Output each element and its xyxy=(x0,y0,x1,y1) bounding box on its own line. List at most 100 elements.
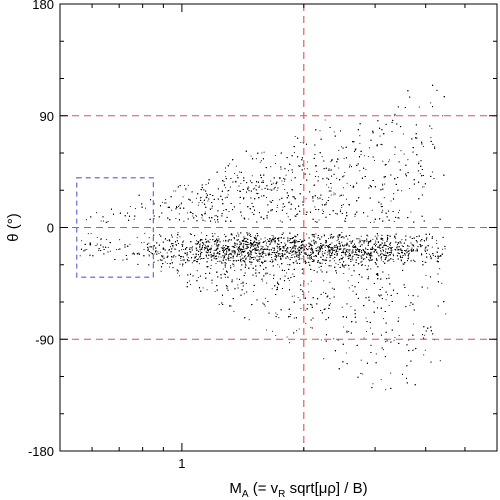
scatter-point xyxy=(382,249,384,251)
scatter-point xyxy=(260,247,262,249)
scatter-point xyxy=(223,233,225,235)
scatter-point xyxy=(233,310,235,312)
scatter-point xyxy=(313,242,315,245)
scatter-point xyxy=(375,240,377,242)
scatter-point xyxy=(251,175,253,177)
scatter-point xyxy=(309,173,311,175)
scatter-point xyxy=(171,209,173,211)
scatter-point xyxy=(306,168,308,170)
scatter-point xyxy=(178,275,180,277)
scatter-point xyxy=(229,260,231,262)
scatter-point xyxy=(107,246,109,248)
scatter-point xyxy=(217,253,219,255)
scatter-point xyxy=(424,334,426,336)
scatter-point xyxy=(236,278,238,280)
scatter-point xyxy=(298,328,300,330)
scatter-point xyxy=(180,260,182,262)
scatter-point xyxy=(344,264,346,267)
scatter-point xyxy=(192,253,194,255)
scatter-point xyxy=(168,239,170,241)
scatter-point xyxy=(258,250,260,252)
scatter-point xyxy=(218,260,220,262)
scatter-point xyxy=(189,246,191,249)
scatter-point xyxy=(270,166,272,168)
scatter-point xyxy=(333,131,335,133)
scatter-point xyxy=(102,220,105,222)
scatter-point xyxy=(79,255,81,257)
scatter-point xyxy=(175,190,177,192)
scatter-point xyxy=(321,156,323,158)
scatter-point xyxy=(247,233,249,235)
scatter-point xyxy=(261,152,263,154)
scatter-point xyxy=(361,260,363,262)
scatter-point xyxy=(411,247,413,249)
scatter-point xyxy=(192,215,194,217)
scatter-point xyxy=(223,250,226,252)
scatter-point xyxy=(430,102,432,104)
scatter-point xyxy=(237,284,239,286)
scatter-point xyxy=(400,260,403,262)
scatter-point xyxy=(351,252,353,254)
scatter-point xyxy=(321,209,323,211)
scatter-point xyxy=(420,253,423,255)
scatter-point xyxy=(204,211,206,213)
scatter-point xyxy=(408,187,410,190)
scatter-point xyxy=(164,261,166,263)
scatter-point xyxy=(381,144,383,146)
scatter-point xyxy=(254,235,257,237)
scatter-point xyxy=(210,249,212,251)
scatter-points xyxy=(79,84,447,391)
scatter-point xyxy=(372,383,374,385)
scatter-point xyxy=(348,268,350,270)
scatter-point xyxy=(179,263,181,265)
scatter-point xyxy=(96,243,98,245)
scatter-point xyxy=(106,238,108,240)
scatter-point xyxy=(286,248,288,250)
scatter-point xyxy=(196,243,198,245)
scatter-point xyxy=(348,331,350,333)
scatter-point xyxy=(209,239,211,241)
scatter-point xyxy=(322,248,324,250)
scatter-point xyxy=(134,208,137,210)
scatter-point xyxy=(363,155,365,157)
scatter-point xyxy=(129,205,131,208)
scatter-point xyxy=(284,245,287,247)
scatter-point xyxy=(229,163,231,165)
scatter-point xyxy=(364,253,366,255)
scatter-point xyxy=(388,251,390,253)
scatter-point xyxy=(245,240,247,242)
scatter-point xyxy=(378,245,380,247)
scatter-point xyxy=(96,236,98,239)
scatter-point xyxy=(272,182,274,184)
scatter-point xyxy=(298,165,300,167)
scatter-point xyxy=(255,158,257,160)
scatter-point xyxy=(240,215,243,217)
scatter-point xyxy=(396,245,398,247)
scatter-point xyxy=(352,240,354,242)
scatter-point xyxy=(409,304,411,306)
scatter-point xyxy=(214,290,216,292)
scatter-point xyxy=(390,250,392,252)
scatter-point xyxy=(187,257,189,259)
scatter-point xyxy=(148,237,150,239)
scatter-point xyxy=(214,233,216,235)
scatter-point xyxy=(243,245,245,247)
scatter-point xyxy=(343,175,345,177)
scatter-point xyxy=(332,248,334,250)
scatter-point xyxy=(138,252,140,254)
scatter-point xyxy=(345,198,348,200)
scatter-point xyxy=(291,171,294,173)
scatter-point xyxy=(240,252,242,254)
scatter-point xyxy=(342,204,344,206)
scatter-point xyxy=(396,244,399,246)
scatter-point xyxy=(337,250,339,253)
scatter-point xyxy=(283,180,285,182)
scatter-point xyxy=(340,254,342,256)
scatter-point xyxy=(397,212,400,214)
scatter-point xyxy=(250,263,252,265)
scatter-point xyxy=(382,261,384,263)
scatter-point xyxy=(239,244,241,246)
scatter-point xyxy=(239,203,241,205)
scatter-point xyxy=(301,272,303,274)
scatter-point xyxy=(402,133,404,135)
